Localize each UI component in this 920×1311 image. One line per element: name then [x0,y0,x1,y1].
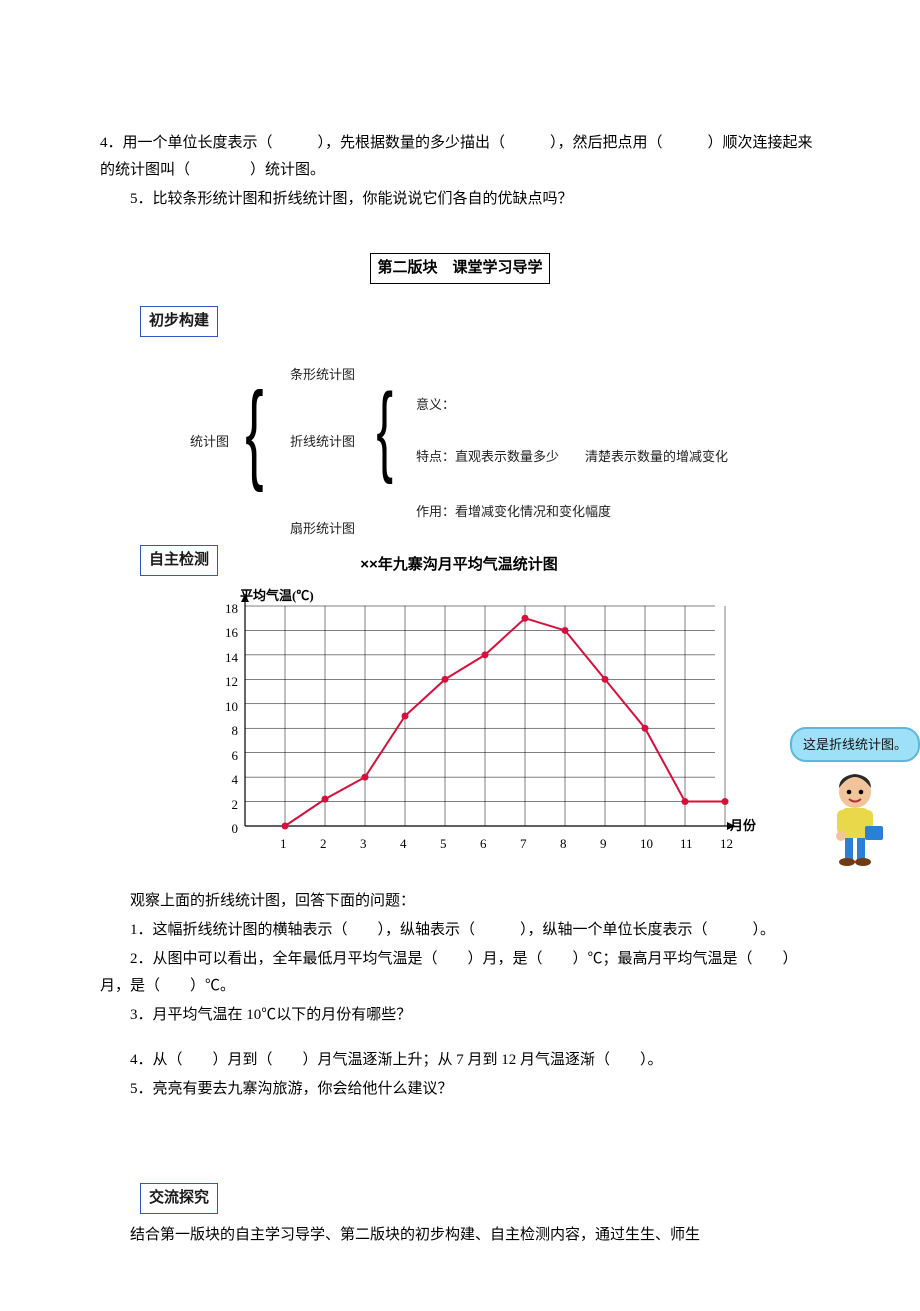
brace-right-icon: { [376,339,393,519]
diagram-c: 扇形统计图 [290,517,355,540]
chart-title: ××年九寨沟月平均气温统计图 [218,551,700,578]
explore-text: 结合第一版块的自主学习导学、第二版块的初步构建、自主检测内容，通过生生、师生 [100,1222,820,1249]
character-callout: 这是折线统计图。 [790,727,920,868]
y-tick: 12 [212,670,238,693]
section2-title-wrap: 第二版块 课堂学习导学 [100,253,820,284]
y-tick: 0 [212,817,238,840]
y-tick: 14 [212,646,238,669]
diagram-b2: 特点：直观表示数量多少 清楚表示数量的增减变化 [416,445,728,468]
x-tick: 5 [440,832,447,855]
obs-q3: 3．月平均气温在 10℃以下的月份有哪些？ [100,1002,820,1029]
x-axis-title: 月份 [730,814,756,837]
speech-text: 这是折线统计图。 [803,737,907,752]
obs-q1: 1．这幅折线统计图的横轴表示（ ），纵轴表示（ ），纵轴一个单位长度表示（ ）。 [100,917,820,944]
label-explore: 交流探究 [140,1183,218,1214]
diagram-root: 统计图 [190,430,229,453]
y-tick: 2 [212,793,238,816]
x-tick: 9 [600,832,607,855]
label-build: 初步构建 [140,306,218,337]
diagram-b3: 作用：看增减变化情况和变化幅度 [416,500,611,523]
y-tick: 16 [212,621,238,644]
diagram-b: 折线统计图 [290,430,355,453]
x-tick: 12 [720,832,733,855]
x-tick: 7 [520,832,527,855]
obs-q2: 2．从图中可以看出，全年最低月平均气温是（ ）月，是（ ）℃；最高月平均气温是（… [100,946,820,1000]
intro-q5: 5．比较条形统计图和折线统计图，你能说说它们各自的优缺点吗？ [100,186,820,213]
speech-bubble: 这是折线统计图。 [790,727,920,762]
x-tick: 8 [560,832,567,855]
x-tick: 1 [280,832,287,855]
diagram-a: 条形统计图 [290,363,355,386]
concept-diagram: 统计图 { 条形统计图 折线统计图 扇形统计图 { 意义： 特点：直观表示数量多… [190,345,820,545]
label-test: 自主检测 [140,545,218,576]
line-chart: 平均气温(℃) 月份 这是折线统计图。 02468101214161812345… [140,588,860,878]
section2-title: 第二版块 课堂学习导学 [370,253,549,284]
x-tick: 6 [480,832,487,855]
chart-svg [235,588,745,848]
observe-intro: 观察上面的折线统计图，回答下面的问题： [100,888,820,915]
x-tick: 11 [680,832,693,855]
y-tick: 10 [212,695,238,718]
x-tick: 4 [400,832,407,855]
diagram-b1: 意义： [416,393,455,416]
intro-q4: 4．用一个单位长度表示（ ），先根据数量的多少描出（ ），然后把点用（ ）顺次连… [100,130,820,184]
y-tick: 6 [212,744,238,767]
obs-q5: 5．亮亮有要去九寨沟旅游，你会给他什么建议？ [100,1076,820,1103]
x-tick: 3 [360,832,367,855]
y-tick: 8 [212,719,238,742]
obs-q4: 4．从（ ）月到（ ）月气温逐渐上升；从 7 月到 12 月气温逐渐（ ）。 [100,1047,820,1074]
y-tick: 4 [212,768,238,791]
x-tick: 2 [320,832,327,855]
x-tick: 10 [640,832,653,855]
kid-icon [815,768,895,868]
y-tick: 18 [212,597,238,620]
brace-left-icon: { [245,333,263,531]
